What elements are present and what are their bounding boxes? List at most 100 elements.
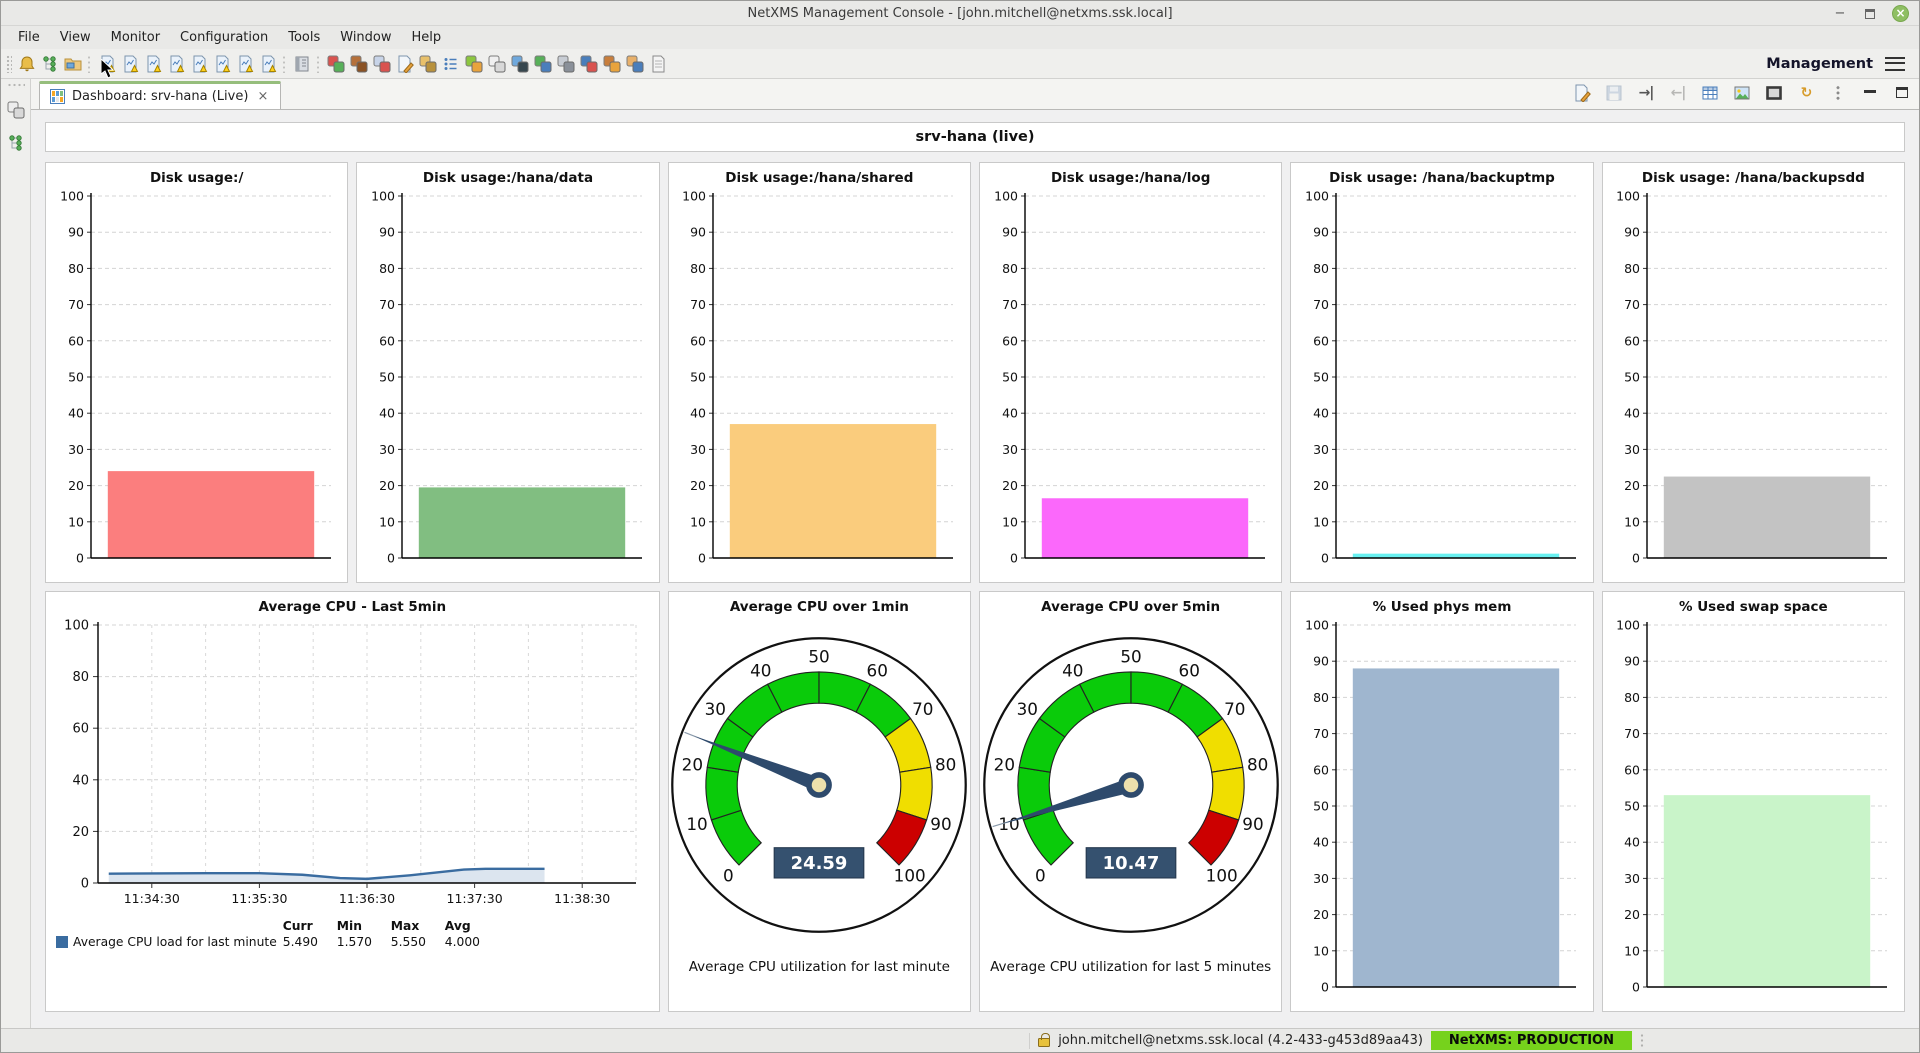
- svg-text:0: 0: [1010, 551, 1018, 566]
- widget-body: 0 10 20 30 40 50 60 70 80 90 100 24.59 Average CPU u…: [669, 617, 970, 1011]
- template-edit-icon[interactable]: [600, 52, 623, 75]
- toolbar-grip[interactable]: [6, 54, 12, 73]
- restore-view-icon[interactable]: [4, 98, 27, 121]
- user-manager-icon[interactable]: [623, 52, 646, 75]
- widget-title: % Used phys mem: [1372, 599, 1512, 615]
- predefined-graph-3-icon[interactable]: [141, 52, 164, 75]
- dashboard-grid: Disk usage:/0 10 20 30 40 50 60 70 80 90 100 Disk u…: [45, 162, 1905, 1012]
- copy-icon[interactable]: [485, 52, 508, 75]
- svg-text:60: 60: [1624, 762, 1640, 777]
- graph-library-icon[interactable]: [61, 52, 84, 75]
- predefined-graph-5-icon[interactable]: [187, 52, 210, 75]
- tab-close-icon[interactable]: ×: [257, 89, 269, 104]
- maximize-view-button[interactable]: [1891, 82, 1913, 104]
- svg-text:20: 20: [690, 478, 706, 493]
- menu-help[interactable]: Help: [411, 30, 442, 45]
- menu-tools[interactable]: Tools: [288, 30, 321, 45]
- map-edit-icon[interactable]: [462, 52, 485, 75]
- legend-value: 5.490: [282, 935, 318, 949]
- svg-text:70: 70: [1624, 726, 1640, 741]
- menu-monitor[interactable]: Monitor: [110, 30, 161, 45]
- svg-text:20: 20: [682, 755, 703, 775]
- menu-window[interactable]: Window: [340, 30, 392, 45]
- maximize-button[interactable]: [1865, 8, 1875, 19]
- session-info: john.mitchell@netxms.ssk.local (4.2-433-…: [1058, 1033, 1423, 1048]
- svg-text:40: 40: [1313, 835, 1329, 850]
- policy-compare-icon[interactable]: [531, 52, 554, 75]
- svg-text:60: 60: [1178, 660, 1199, 680]
- predefined-graph-2-icon[interactable]: [118, 52, 141, 75]
- svg-text:0: 0: [81, 877, 89, 892]
- widget-title: Disk usage: /hana/backupsdd: [1641, 170, 1865, 186]
- perspective-menu-icon[interactable]: [1885, 56, 1905, 71]
- refresh-button[interactable]: ↻: [1800, 84, 1813, 101]
- predefined-graph-8-icon[interactable]: [256, 52, 279, 75]
- minimize-view-button[interactable]: [1859, 82, 1881, 104]
- fullscreen-button[interactable]: [1763, 82, 1785, 104]
- export-image-button[interactable]: [1731, 82, 1753, 104]
- svg-text:10: 10: [687, 814, 708, 834]
- view-menu-button[interactable]: [1827, 82, 1849, 104]
- find-object-icon[interactable]: [508, 52, 531, 75]
- database-manager-icon[interactable]: [370, 52, 393, 75]
- svg-text:100: 100: [1616, 189, 1640, 204]
- svg-text:30: 30: [1624, 442, 1640, 457]
- svg-text:100: 100: [994, 189, 1018, 204]
- widget-title: % Used swap space: [1678, 599, 1828, 615]
- window-controls: − ×: [1832, 1, 1909, 26]
- svg-text:0: 0: [1632, 551, 1640, 566]
- widget-body: 0 10 20 30 40 50 60 70 80 90 100: [46, 188, 347, 582]
- edit-config-icon[interactable]: [393, 52, 416, 75]
- edit-dashboard-button[interactable]: [1571, 82, 1593, 104]
- document-icon[interactable]: [646, 52, 669, 75]
- svg-text:90: 90: [931, 814, 952, 834]
- bar-chart: 0 10 20 30 40 50 60 70 80 90 100: [682, 189, 954, 566]
- svg-text:20: 20: [379, 478, 395, 493]
- dashboard-header: srv-hana (live): [45, 122, 1905, 152]
- strip-drag-handle[interactable]: [6, 83, 25, 88]
- widget-body: 0 10 20 30 40 50 60 70 80 90 100 10.47 Average CPU u…: [980, 617, 1281, 1011]
- minimize-button[interactable]: −: [1834, 6, 1846, 21]
- route-trace-icon[interactable]: [324, 52, 347, 75]
- svg-text:10: 10: [379, 514, 395, 529]
- svg-text:60: 60: [1313, 762, 1329, 777]
- svg-text:100: 100: [65, 619, 90, 634]
- menu-configuration[interactable]: Configuration: [180, 30, 269, 45]
- widget-title: Average CPU over 1min: [729, 599, 909, 615]
- sync-icon[interactable]: [577, 52, 600, 75]
- table-view-button[interactable]: [1699, 82, 1721, 104]
- server-config-icon[interactable]: [554, 52, 577, 75]
- svg-text:90: 90: [68, 225, 84, 240]
- notebook-icon[interactable]: [290, 52, 313, 75]
- svg-text:50: 50: [1624, 370, 1640, 385]
- svg-text:100: 100: [682, 189, 706, 204]
- tab-dashboard-srv-hana[interactable]: Dashboard: srv-hana (Live) ×: [39, 81, 282, 109]
- menu-file[interactable]: File: [18, 30, 40, 45]
- widget-body: 0 10 20 30 40 50 60 70 80 90 100: [980, 188, 1281, 582]
- alarm-browser-icon[interactable]: [15, 52, 38, 75]
- bar-chart: 0 10 20 30 40 50 60 70 80 90 100: [994, 189, 1265, 566]
- svg-text:20: 20: [1313, 907, 1329, 922]
- object-tree-icon[interactable]: [4, 131, 27, 154]
- widget-8-gauge: Average CPU over 1min 0 10 20 30 40 50 60 70 80 90…: [667, 591, 971, 1012]
- package-manager-icon[interactable]: [416, 52, 439, 75]
- widget-body: 0 10 20 30 40 50 60 70 80 90 100: [1603, 188, 1904, 582]
- close-button[interactable]: ×: [1892, 5, 1909, 22]
- legend-header: Min: [336, 919, 362, 933]
- svg-text:40: 40: [1062, 660, 1083, 680]
- editor-area: Dashboard: srv-hana (Live) × →| ←| ↻ srv-h…: [31, 79, 1919, 1028]
- predefined-graph-6-icon[interactable]: [210, 52, 233, 75]
- pin-right-button[interactable]: →|: [1638, 84, 1655, 101]
- event-monitor-icon[interactable]: [439, 52, 462, 75]
- predefined-graph-4-icon[interactable]: [164, 52, 187, 75]
- predefined-graph-7-icon[interactable]: [233, 52, 256, 75]
- object-browser-icon[interactable]: [38, 52, 61, 75]
- widget-6-bar: Disk usage: /hana/backupsdd 0 10 20 30 40 50 60…: [1601, 162, 1905, 583]
- menu-view[interactable]: View: [59, 30, 91, 45]
- svg-text:60: 60: [68, 333, 84, 348]
- widget-title: Average CPU over 5min: [1041, 599, 1221, 615]
- svg-text:0: 0: [1321, 980, 1329, 995]
- chart-legend: Curr Min Max Avg Average CPU load for last m…: [56, 919, 493, 949]
- svg-text:40: 40: [1002, 406, 1018, 421]
- network-topology-icon[interactable]: [347, 52, 370, 75]
